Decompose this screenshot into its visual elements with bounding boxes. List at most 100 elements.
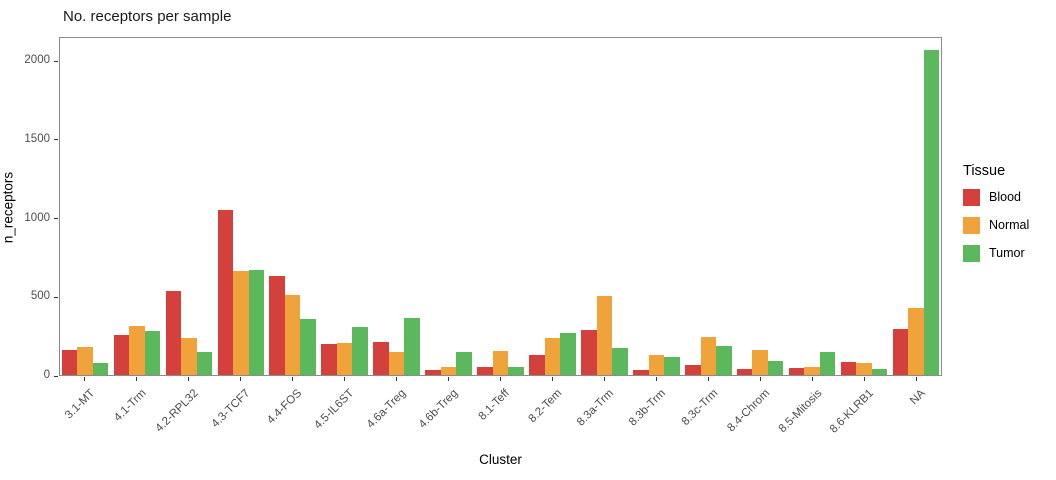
x-tick-mark bbox=[136, 377, 138, 381]
bar-normal-4.6b-Treg bbox=[440, 367, 457, 375]
bar-normal-8.3a-Trm bbox=[596, 295, 613, 375]
bar-blood-4.1-Trm bbox=[113, 334, 130, 375]
y-axis-title: n_receptors bbox=[0, 171, 16, 244]
bar-blood-8.3c-Trm bbox=[685, 365, 701, 375]
x-tick-mark bbox=[292, 377, 294, 381]
y-tick-mark bbox=[54, 375, 58, 377]
bar-blood-4.4-FOS bbox=[269, 276, 285, 375]
x-tick-label: 4.2-RPL32 bbox=[153, 387, 201, 435]
legend-swatch-blood bbox=[963, 189, 980, 206]
plot-panel bbox=[59, 37, 942, 376]
bar-normal-4.1-Trm bbox=[129, 325, 145, 375]
bar-normal-4.4-FOS bbox=[284, 294, 301, 375]
bar-blood-8.3b-Trm bbox=[633, 369, 649, 375]
legend-label: Tumor bbox=[989, 246, 1025, 261]
y-tick-mark bbox=[54, 139, 58, 141]
x-tick-mark bbox=[655, 377, 657, 381]
x-tick-label: 8.4-Chrom bbox=[725, 387, 772, 435]
x-tick-label: 4.4-FOS bbox=[265, 387, 305, 427]
legend: Tissue Blood Normal Tumor bbox=[963, 163, 1029, 273]
x-tick-mark bbox=[188, 377, 190, 381]
x-tick-mark bbox=[811, 377, 813, 381]
y-tick-label: 1500 bbox=[24, 132, 50, 145]
y-tick-label: 1000 bbox=[24, 211, 50, 224]
legend-item-normal: Normal bbox=[963, 217, 1029, 234]
x-tick-label: 4.6a-Treg bbox=[364, 387, 409, 431]
x-tick-label: 8.3c-Trm bbox=[679, 387, 721, 429]
x-tick-mark bbox=[551, 377, 553, 381]
bar-tumor-4.6a-Treg bbox=[404, 317, 420, 375]
bar-tumor-4.4-FOS bbox=[300, 318, 316, 375]
y-tick-label: 0 bbox=[43, 369, 50, 381]
x-tick-label: 8.1-Teff bbox=[476, 387, 513, 423]
bar-tumor-4.5-IL6ST bbox=[352, 327, 368, 375]
bar-normal-NA bbox=[908, 307, 924, 375]
chart-title: No. receptors per sample bbox=[63, 8, 232, 25]
legend-label: Normal bbox=[989, 218, 1030, 233]
bar-normal-8.1-Teff bbox=[492, 351, 509, 375]
bar-normal-4.6a-Treg bbox=[388, 351, 405, 375]
bar-blood-4.6b-Treg bbox=[425, 370, 441, 375]
x-tick-mark bbox=[448, 377, 450, 381]
bar-tumor-8.3c-Trm bbox=[716, 346, 732, 375]
y-tick-label: 2000 bbox=[24, 54, 50, 67]
x-tick-label: 8.2-Tem bbox=[526, 387, 565, 426]
bar-normal-8.3b-Trm bbox=[648, 354, 665, 375]
bar-blood-8.5-Mitosis bbox=[788, 367, 805, 375]
legend-label: Blood bbox=[989, 190, 1021, 205]
bar-normal-8.5-Mitosis bbox=[804, 366, 820, 375]
legend-title: Tissue bbox=[963, 163, 1006, 179]
y-tick-mark bbox=[54, 218, 58, 220]
x-tick-mark bbox=[84, 377, 86, 381]
x-tick-label: 4.3-TCF7 bbox=[209, 387, 253, 431]
bar-blood-8.4-Chrom bbox=[736, 368, 753, 375]
bar-tumor-8.3a-Trm bbox=[612, 347, 628, 375]
y-tick-mark bbox=[54, 60, 58, 62]
x-axis-title: Cluster bbox=[479, 452, 522, 467]
x-tick-mark bbox=[915, 377, 917, 381]
bar-tumor-NA bbox=[923, 50, 940, 375]
bar-tumor-4.6b-Treg bbox=[456, 351, 472, 375]
x-tick-mark bbox=[396, 377, 398, 381]
legend-swatch-normal bbox=[963, 217, 980, 234]
bar-tumor-4.1-Trm bbox=[144, 331, 161, 375]
bar-blood-4.5-IL6ST bbox=[321, 343, 337, 375]
bar-tumor-3.1-MT bbox=[92, 362, 109, 375]
x-tick-label: 8.5-Mitosis bbox=[776, 387, 824, 436]
bar-blood-8.2-Tem bbox=[529, 354, 545, 375]
legend-item-tumor: Tumor bbox=[963, 245, 1029, 262]
bar-normal-8.6-KLRB1 bbox=[856, 362, 872, 375]
bar-normal-4.3-TCF7 bbox=[233, 271, 249, 375]
bar-normal-4.2-RPL32 bbox=[181, 338, 197, 375]
y-tick-mark bbox=[54, 296, 58, 298]
y-tick-label: 500 bbox=[30, 290, 50, 303]
x-tick-label: 8.6-KLRB1 bbox=[827, 387, 876, 436]
bar-tumor-4.2-RPL32 bbox=[196, 351, 213, 375]
bar-blood-3.1-MT bbox=[61, 349, 78, 375]
x-tick-label: 4.6b-Treg bbox=[416, 387, 461, 431]
bar-blood-NA bbox=[892, 328, 909, 375]
x-tick-mark bbox=[240, 377, 242, 381]
bar-tumor-8.2-Tem bbox=[560, 332, 576, 375]
bar-tumor-8.3b-Trm bbox=[664, 356, 680, 375]
bar-blood-8.6-KLRB1 bbox=[840, 362, 857, 375]
legend-swatch-tumor bbox=[963, 245, 980, 262]
x-tick-label: 8.3b-Trm bbox=[626, 387, 669, 429]
bar-tumor-8.6-KLRB1 bbox=[871, 368, 888, 375]
x-tick-label: NA bbox=[908, 387, 928, 408]
x-tick-mark bbox=[500, 377, 501, 381]
x-tick-mark bbox=[707, 377, 709, 381]
x-tick-mark bbox=[603, 377, 605, 381]
bar-tumor-8.5-Mitosis bbox=[819, 352, 836, 375]
x-tick-mark bbox=[344, 377, 346, 381]
bar-normal-4.5-IL6ST bbox=[336, 342, 353, 375]
bar-tumor-4.3-TCF7 bbox=[248, 269, 265, 375]
x-tick-label: 4.1-Trm bbox=[112, 387, 149, 424]
bar-normal-8.4-Chrom bbox=[752, 349, 768, 375]
bar-blood-8.1-Teff bbox=[477, 367, 493, 375]
legend-item-blood: Blood bbox=[963, 189, 1029, 206]
bar-normal-8.2-Tem bbox=[544, 337, 561, 375]
bar-blood-4.2-RPL32 bbox=[165, 290, 182, 375]
x-tick-mark bbox=[759, 377, 761, 381]
bar-tumor-8.4-Chrom bbox=[767, 361, 784, 375]
